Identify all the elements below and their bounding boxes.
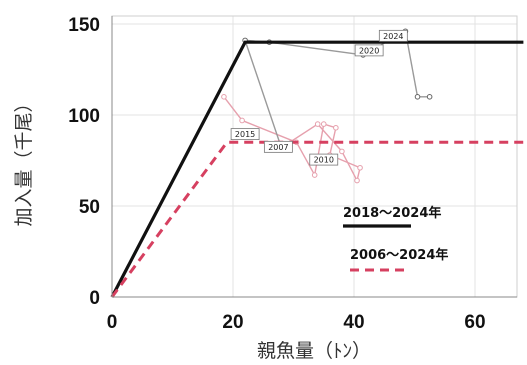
year-label-text: 2024 (383, 32, 403, 41)
year-label-text: 2015 (235, 130, 255, 139)
trajectory-segment (241, 119, 297, 143)
trajectory-segment (223, 96, 243, 121)
y-tick-label: 50 (79, 197, 100, 218)
observation-point (320, 121, 327, 127)
observation-point (357, 164, 363, 171)
observation-point (333, 124, 339, 131)
observation-point (414, 94, 421, 100)
observation-point (426, 94, 433, 100)
series-line-2018-2024 (110, 40, 524, 298)
axes: 0 20 40 60 0 50 100 150 (68, 15, 517, 333)
legend: 2018〜2024年 2006〜2024年 (343, 205, 448, 272)
year-label-box (354, 44, 384, 57)
observation-point (339, 148, 345, 155)
year-label-box (378, 29, 408, 42)
series-lines (110, 40, 524, 298)
observation-point (221, 94, 227, 100)
observation-point (311, 172, 318, 178)
legend-label-2006-2024: 2006〜2024年 (350, 247, 448, 263)
year-label-box (309, 153, 339, 166)
trajectory-segment (295, 141, 316, 176)
observation-point (354, 177, 360, 184)
x-tick-label: 20 (222, 312, 243, 333)
x-tick-label: 60 (464, 312, 485, 333)
trajectory-segment (317, 123, 343, 152)
y-tick-label: 100 (68, 106, 100, 127)
trajectory-segment (269, 41, 364, 56)
year-label-text: 2010 (314, 156, 334, 165)
legend-label-2018-2024: 2018〜2024年 (343, 205, 441, 221)
year-label-box (263, 140, 293, 153)
year-label-text: 2020 (359, 46, 379, 55)
year-annotations: 2024 2020 2015 2007 2010 (230, 29, 408, 166)
x-tick-label: 0 (107, 312, 118, 333)
series-line-2006-2024 (110, 140, 524, 298)
x-tick-label: 40 (343, 312, 364, 333)
trajectory-segment (244, 40, 283, 148)
observation-point (239, 117, 245, 124)
year-label-text: 2007 (268, 143, 288, 152)
y-tick-label: 150 (68, 15, 100, 36)
x-axis-title: 親魚量（ﾄﾝ） (257, 340, 371, 362)
y-tick-label: 0 (89, 288, 100, 309)
trajectory-segment (313, 123, 325, 176)
trajectory-segment (341, 151, 358, 181)
year-label-box (230, 128, 260, 141)
y-axis-title: 加入量（千尾） (13, 93, 35, 226)
observation-point (314, 121, 321, 127)
